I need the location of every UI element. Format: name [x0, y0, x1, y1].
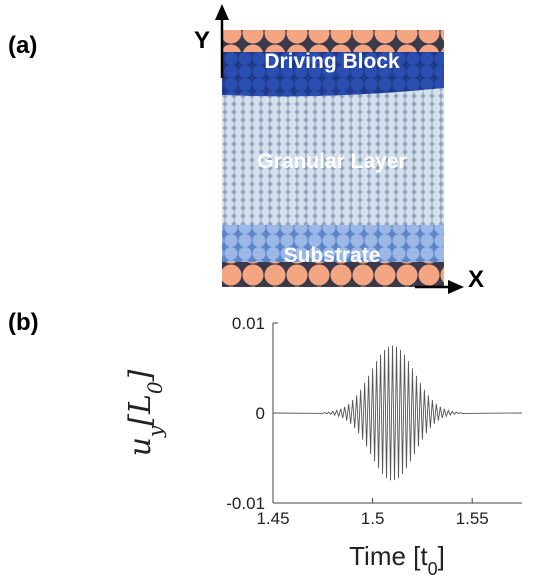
y-label-part: 0: [143, 381, 167, 394]
y-tick-label: 0.01: [232, 314, 265, 333]
layer-label: Driving Block: [264, 50, 400, 73]
layer-label: Substrate: [284, 244, 381, 267]
x-axis-label: Time [t0]: [349, 541, 445, 579]
y-arrowhead: [215, 4, 229, 20]
axis-label: Y: [194, 27, 210, 54]
x-label-part: ]: [438, 541, 445, 571]
top-particles: [222, 30, 444, 52]
panel-label: (a): [8, 32, 37, 59]
granular-diagram: Driving Block Granular Layer Substrate Y…: [194, 4, 484, 294]
x-tick-label: 1.55: [456, 509, 489, 528]
x-tick-label: 1.5: [361, 509, 385, 528]
panel-label: (b): [8, 309, 39, 336]
granular-layer: [222, 88, 444, 225]
y-tick-label: 0: [256, 404, 265, 423]
x-label-part: 0: [428, 559, 438, 579]
y-axis-label: uy[L0]: [123, 369, 167, 456]
y-label-part: [L: [123, 394, 158, 426]
x-arrowhead: [448, 280, 464, 294]
y-label-part: u: [123, 437, 158, 456]
substrate: [222, 225, 444, 262]
axis-label: X: [468, 266, 484, 293]
bottom-particles: [222, 262, 444, 287]
y-label-part: ]: [123, 369, 158, 382]
y-label-part: y: [143, 425, 167, 438]
layer-label: Granular Layer: [257, 150, 406, 173]
signal-line: [272, 345, 523, 481]
y-tick-label: -0.01: [226, 494, 265, 513]
x-label-part: Time [t: [349, 541, 428, 571]
x-tick-label: 1.45: [256, 509, 289, 528]
driving-block: [222, 52, 444, 97]
